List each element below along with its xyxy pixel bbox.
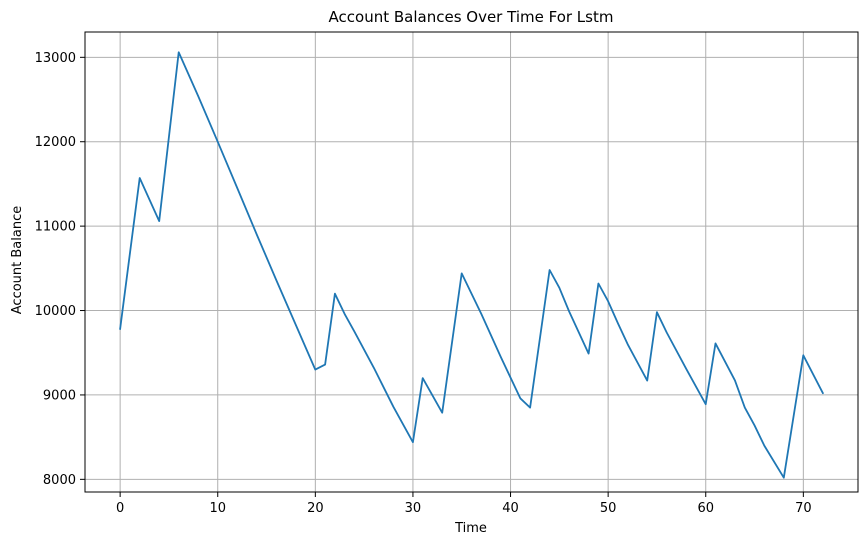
x-tick-label: 20 — [307, 501, 324, 516]
y-tick-label: 8000 — [43, 473, 76, 488]
series-layer — [120, 52, 823, 478]
y-axis: 8000 9000 10000 11000 12000 13000 — [35, 51, 85, 488]
chart-title: Account Balances Over Time For Lstm — [329, 8, 614, 26]
x-tick-label: 40 — [502, 501, 519, 516]
x-tick-label: 60 — [697, 501, 714, 516]
x-tick-label: 50 — [600, 501, 617, 516]
y-tick-label: 10000 — [35, 304, 76, 319]
x-tick-label: 30 — [405, 501, 422, 516]
y-tick-label: 13000 — [35, 51, 76, 66]
y-tick-label: 9000 — [43, 388, 76, 403]
y-axis-label: Account Balance — [10, 206, 25, 314]
y-tick-label: 11000 — [35, 220, 76, 235]
x-tick-label: 0 — [116, 501, 124, 516]
x-axis: 0 10 20 30 40 50 60 70 — [116, 492, 812, 516]
y-tick-label: 12000 — [35, 135, 76, 150]
x-tick-label: 10 — [209, 501, 226, 516]
x-axis-label: Time — [454, 521, 487, 536]
x-tick-label: 70 — [795, 501, 812, 516]
account-balance-line — [120, 52, 823, 477]
